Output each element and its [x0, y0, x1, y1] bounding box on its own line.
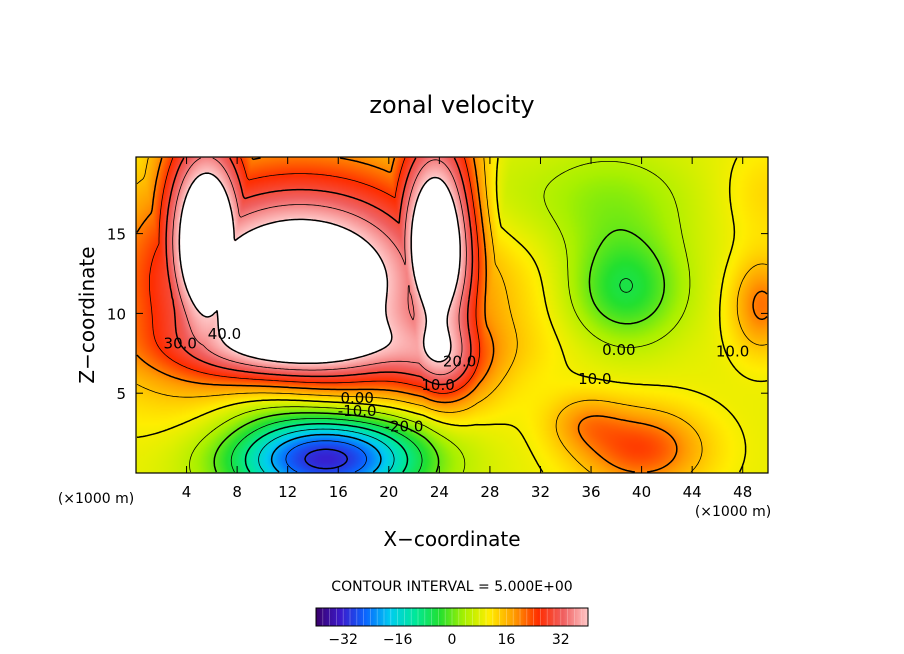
colorbar-tick-label: 16	[497, 632, 515, 648]
contour-label: 0.00	[340, 389, 373, 407]
colorbar: −32 −16 0 16 32	[315, 607, 589, 648]
contour-label: -10.0	[338, 402, 377, 420]
contour-line	[149, 157, 481, 394]
velocity-field-heatmap	[136, 157, 768, 473]
contour-label: 10.0	[578, 370, 611, 388]
y-axis-ticks: 5 10 15	[107, 226, 768, 403]
y-tick-label: 10	[107, 305, 126, 323]
y-axis-label: Z−coordinate	[75, 246, 99, 383]
colorbar-stripes	[315, 608, 589, 626]
contour-line	[230, 278, 633, 473]
x-tick-label: 8	[232, 483, 242, 501]
contour-label: 20.0	[443, 352, 476, 370]
plot-frame	[135, 156, 769, 474]
x-tick-label: 4	[182, 483, 192, 501]
y-tick-label: 5	[116, 385, 126, 403]
x-tick-label: 48	[733, 483, 752, 501]
x-tick-label: 44	[683, 483, 702, 501]
contour-line	[172, 157, 467, 376]
colorbar-tick-label: 32	[552, 632, 570, 648]
colorbar-tick-label: −16	[383, 632, 413, 648]
x-axis-ticks: 4 8 12 16 20 24 28 32 36 40 44 48	[182, 157, 752, 501]
colorbar-tick-label: 0	[448, 632, 457, 648]
contour-line	[178, 172, 461, 365]
contour-label: 40.0	[208, 325, 241, 343]
contour-labels: 40.030.020.010.00.00-10.0-20.00.0010.010…	[164, 325, 750, 436]
x-units-right: (×1000 m)	[695, 504, 771, 520]
chart-title: zonal velocity	[369, 91, 534, 119]
x-tick-label: 36	[581, 483, 600, 501]
contour-line	[136, 157, 768, 473]
contour-line	[213, 229, 666, 473]
colorbar-tick-label: −32	[328, 632, 358, 648]
contour-line	[258, 428, 395, 473]
contour-line	[244, 423, 409, 473]
contour-lines	[136, 157, 768, 473]
colorbar-frame	[315, 607, 589, 627]
contour-line	[136, 157, 768, 473]
x-axis-label: X−coordinate	[383, 527, 520, 551]
contour-interval-text: CONTOUR INTERVAL = 5.000E+00	[331, 579, 572, 595]
x-tick-label: 12	[278, 483, 297, 501]
contour-label: -20.0	[385, 418, 424, 436]
contour-label: 10.0	[716, 343, 749, 361]
x-tick-label: 20	[379, 483, 398, 501]
colorbar-bar	[316, 608, 588, 626]
contour-line	[285, 440, 367, 473]
x-tick-label: 28	[480, 483, 499, 501]
contour-line	[270, 433, 382, 473]
contour-line	[189, 161, 691, 473]
x-units-left: (×1000 m)	[58, 491, 134, 507]
x-tick-label: 40	[632, 483, 651, 501]
x-tick-label: 16	[329, 483, 348, 501]
y-tick-label: 15	[107, 226, 126, 244]
contour-line	[136, 157, 768, 473]
x-tick-label: 24	[430, 483, 449, 501]
plot-area: 40.030.020.010.00.00-10.0-20.00.0010.010…	[135, 156, 769, 474]
contour-label: 0.00	[602, 341, 635, 359]
x-tick-label: 32	[531, 483, 550, 501]
contour-line	[165, 157, 474, 386]
contour-label: 10.0	[421, 376, 454, 394]
contour-label: 30.0	[164, 335, 197, 353]
contour-line	[304, 448, 348, 470]
colorbar-ticks: −32 −16 0 16 32	[328, 632, 569, 648]
